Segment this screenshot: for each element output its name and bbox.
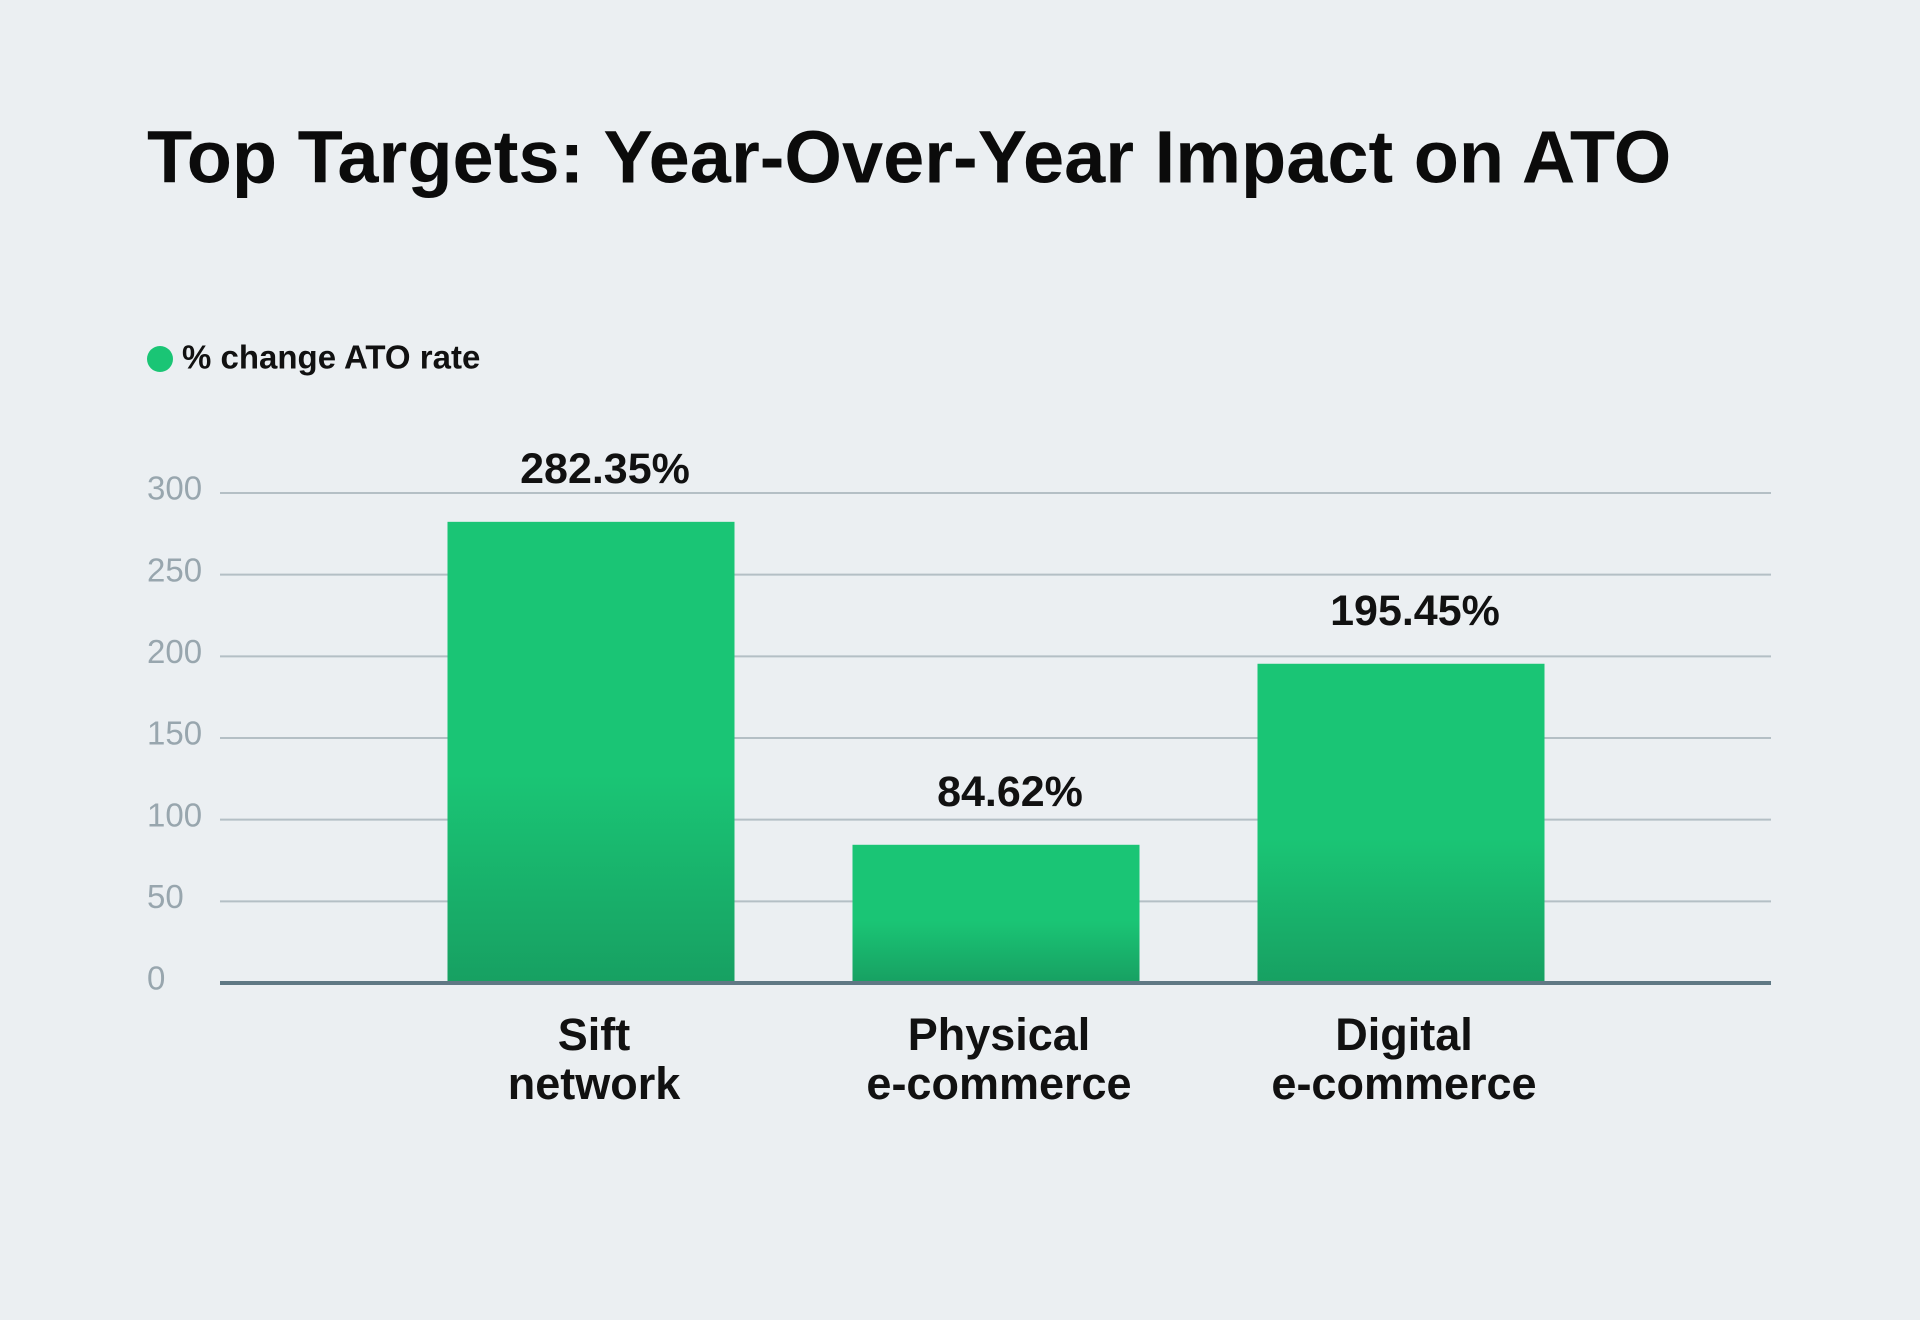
- value-label: 282.35%: [520, 445, 690, 493]
- y-tick-label: 200: [147, 633, 202, 670]
- bar: [852, 844, 1140, 983]
- bar: [1257, 663, 1545, 983]
- chart-title: Top Targets: Year-Over-Year Impact on AT…: [147, 116, 1671, 199]
- y-tick-label: 0: [147, 960, 165, 997]
- x-tick-label: Digital: [1335, 1009, 1473, 1060]
- y-tick-label: 50: [147, 878, 184, 915]
- bar: [447, 521, 735, 983]
- x-tick-label: e-commerce: [1271, 1058, 1536, 1109]
- value-label: 195.45%: [1330, 587, 1500, 635]
- legend-label: % change ATO rate: [182, 339, 480, 376]
- y-tick-label: 250: [147, 551, 202, 588]
- y-tick-label: 100: [147, 796, 202, 833]
- x-tick-label: network: [508, 1058, 682, 1109]
- x-tick-label: e-commerce: [866, 1058, 1131, 1109]
- x-tick-label: Physical: [908, 1009, 1091, 1060]
- y-tick-label: 150: [147, 715, 202, 752]
- legend-swatch: [147, 346, 173, 372]
- value-label: 84.62%: [937, 768, 1083, 816]
- y-tick-label: 300: [147, 470, 202, 507]
- x-tick-label: Sift: [558, 1009, 631, 1060]
